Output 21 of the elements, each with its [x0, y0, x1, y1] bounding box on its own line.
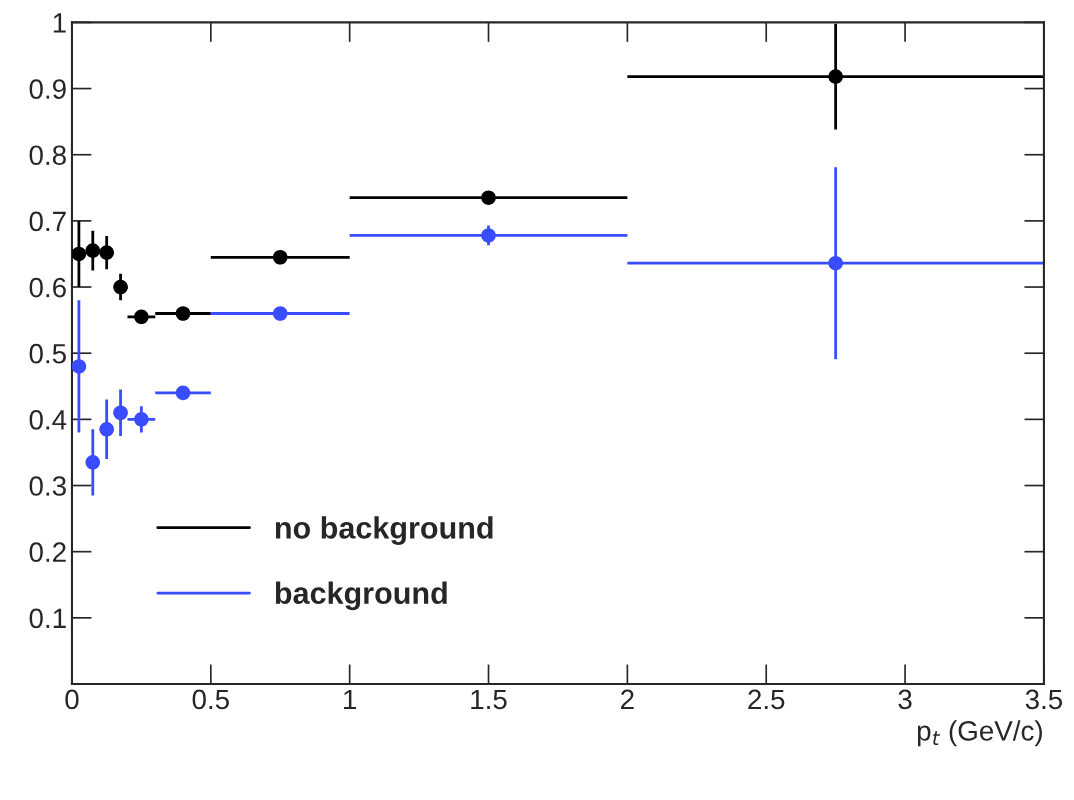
y-tick-label: 0.8 [29, 145, 66, 166]
y-tick-label: 0.5 [29, 343, 66, 364]
y-tick-label: 0.3 [29, 476, 66, 496]
y-tick-label: 0.2 [29, 542, 66, 563]
y-tick-label: 0.4 [29, 410, 67, 430]
x-tick-label: 0.5 [192, 689, 229, 710]
y-tick-label: 0.6 [29, 277, 66, 298]
legend-label: no background [275, 516, 493, 545]
y-tick-label: 1 [53, 13, 66, 33]
x-tick-label: 3 [898, 689, 912, 710]
x-tick-label: 2.5 [748, 689, 785, 710]
x-tick-label: 1.5 [471, 689, 507, 710]
y-tick-label: 0.7 [29, 211, 66, 232]
x-tick-label: 0 [65, 689, 79, 710]
x-tick-label: 2 [621, 689, 634, 709]
y-tick-label: 0.1 [29, 608, 66, 629]
x-axis-title: p$_{t}$ (GeV/c) [917, 720, 1042, 747]
y-tick-label: 0.9 [29, 79, 66, 99]
x-tick-label: 1 [344, 689, 357, 709]
legend-label: background [275, 581, 447, 611]
x-tick-label: 3.5 [1025, 689, 1063, 710]
